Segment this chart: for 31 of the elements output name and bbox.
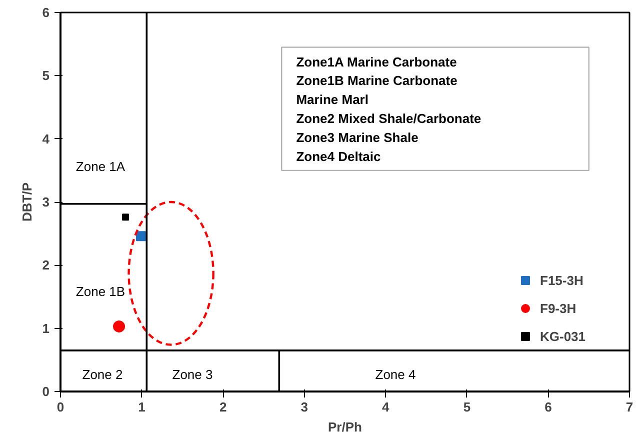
annotation: Zone 1B: [76, 284, 126, 299]
x-tick-label: 7: [626, 400, 634, 414]
x-tick-label: 4: [382, 400, 390, 414]
annotation: Zone1B Marine Carbonate: [296, 73, 458, 88]
x-tick-label: 2: [219, 400, 227, 414]
y-tick-label: 5: [42, 68, 50, 84]
legend-label: F15-3H: [540, 272, 584, 288]
y-tick-label: 1: [42, 320, 50, 336]
x-tick-label: 6: [544, 400, 552, 414]
annotation: Zone1A Marine Carbonate: [296, 54, 457, 70]
y-tick-label: 3: [42, 194, 50, 210]
y-tick-label: 6: [42, 5, 50, 20]
x-tick-label: 3: [300, 400, 308, 414]
legend-label: F9-3H: [540, 300, 576, 316]
y-tick-label: 2: [42, 258, 50, 273]
y-axis-title: DBT/P: [19, 182, 34, 222]
annotation: Zone 1A: [76, 159, 126, 174]
annotation: Zone4 Deltaic: [296, 149, 381, 164]
annotation: Zone 2: [82, 367, 123, 382]
annotation: Zone 3: [172, 367, 213, 382]
annotation: Marine Marl: [296, 92, 368, 108]
annotation: Zone2 Mixed Shale/Carbonate: [296, 111, 482, 126]
x-tick-label: 1: [138, 400, 146, 414]
x-axis-title: Pr/Ph: [328, 420, 362, 434]
annotation: Zone 4: [375, 367, 416, 382]
y-tick-label: 0: [42, 384, 50, 399]
annotation: Zone3 Marine Shale: [296, 130, 418, 146]
legend-label: KG-031: [540, 328, 586, 344]
y-tick-label: 4: [42, 131, 50, 146]
x-tick-label: 5: [463, 400, 471, 414]
x-tick-label: 0: [56, 400, 64, 414]
